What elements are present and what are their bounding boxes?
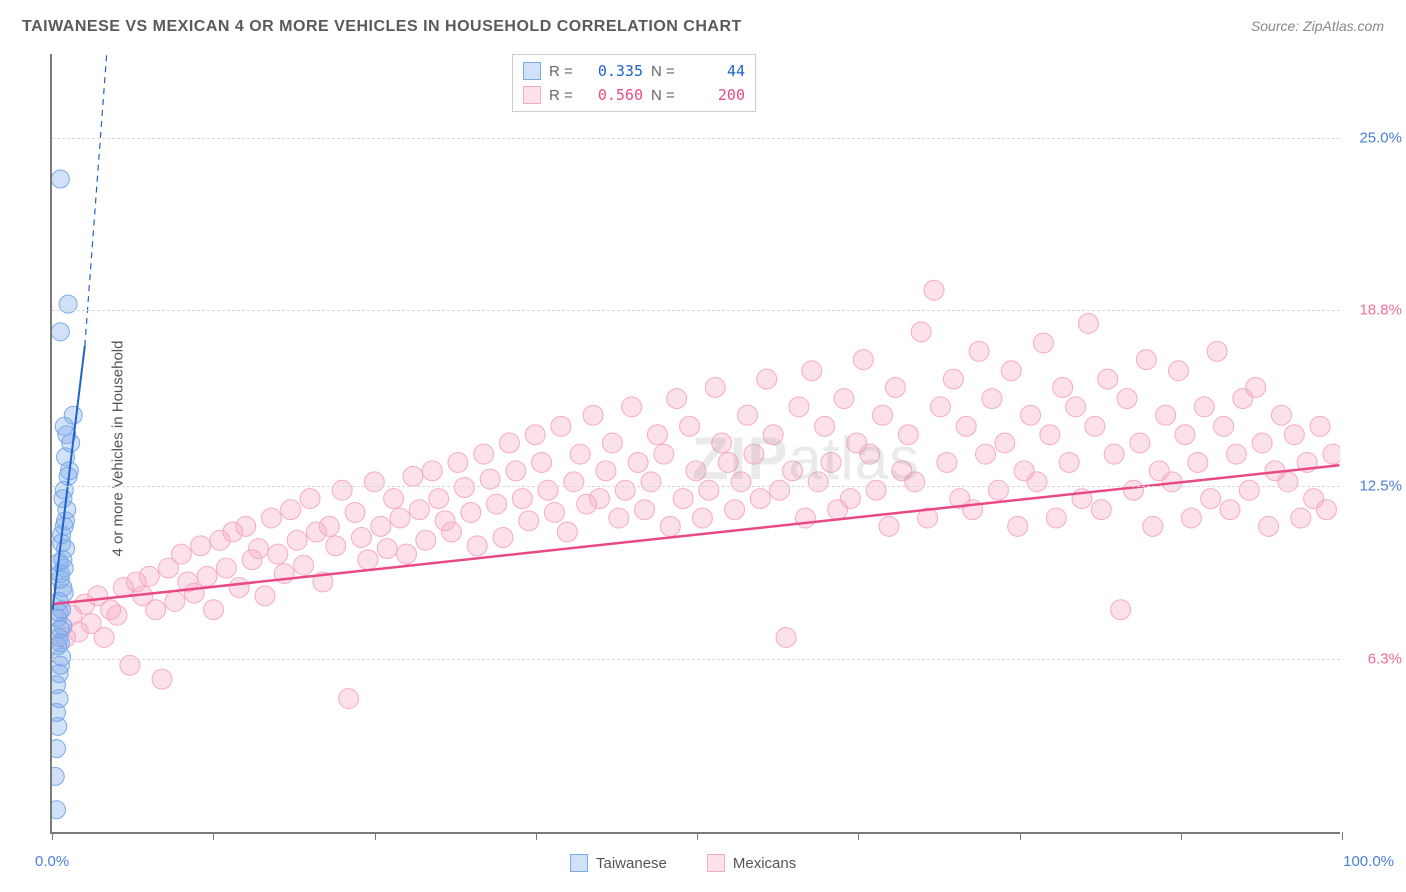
stat-n-taiwanese: 44 xyxy=(689,62,745,80)
chart-title: TAIWANESE VS MEXICAN 4 OR MORE VEHICLES … xyxy=(22,18,742,36)
y-tick-label: 6.3% xyxy=(1368,650,1402,667)
swatch-mexicans xyxy=(523,86,541,104)
y-tick-label: 25.0% xyxy=(1359,129,1402,146)
chart-source: Source: ZipAtlas.com xyxy=(1251,18,1384,34)
stat-row-taiwanese: R = 0.335 N = 44 xyxy=(523,59,745,83)
y-tick-label: 18.8% xyxy=(1359,302,1402,319)
y-tick-label: 12.5% xyxy=(1359,477,1402,494)
x-axis-max-label: 100.0% xyxy=(1343,853,1394,870)
stat-n-mexicans: 200 xyxy=(689,86,745,104)
scatter-svg xyxy=(52,54,1340,832)
stat-r-label: R = xyxy=(549,63,579,80)
stat-r-mexicans: 0.560 xyxy=(587,86,643,104)
stat-r-label: R = xyxy=(549,87,579,104)
swatch-taiwanese xyxy=(523,62,541,80)
swatch-mexicans xyxy=(707,854,725,872)
plot-area: R = 0.335 N = 44 R = 0.560 N = 200 ZIPat… xyxy=(50,54,1340,834)
correlation-stat-box: R = 0.335 N = 44 R = 0.560 N = 200 xyxy=(512,54,756,112)
swatch-taiwanese xyxy=(570,854,588,872)
series-legend: Taiwanese Mexicans xyxy=(570,854,796,872)
legend-item-mexicans: Mexicans xyxy=(707,854,796,872)
stat-n-label: N = xyxy=(651,63,681,80)
stat-row-mexicans: R = 0.560 N = 200 xyxy=(523,83,745,107)
legend-item-taiwanese: Taiwanese xyxy=(570,854,667,872)
stat-n-label: N = xyxy=(651,87,681,104)
x-axis-origin-label: 0.0% xyxy=(35,853,69,870)
stat-r-taiwanese: 0.335 xyxy=(587,62,643,80)
legend-label-taiwanese: Taiwanese xyxy=(596,855,667,872)
chart-header: TAIWANESE VS MEXICAN 4 OR MORE VEHICLES … xyxy=(0,0,1406,44)
legend-label-mexicans: Mexicans xyxy=(733,855,796,872)
